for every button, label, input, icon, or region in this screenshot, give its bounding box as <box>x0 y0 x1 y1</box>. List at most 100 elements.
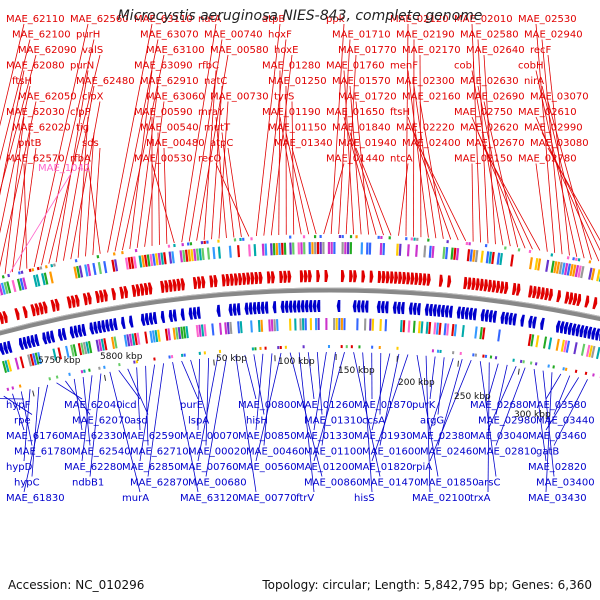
forward-gene-label: MAE_00580 <box>210 45 269 56</box>
reverse-label-leader <box>533 369 547 462</box>
feature-marker-inner <box>494 356 498 360</box>
feature-block-inner <box>417 321 421 334</box>
feature-marker-inner <box>378 345 381 350</box>
reverse-gene-arrow <box>296 300 301 313</box>
reverse-gene-arrow <box>77 324 83 337</box>
reverse-label-leader <box>263 353 273 446</box>
forward-gene-arrow <box>201 276 206 289</box>
forward-gene-label: hoxE <box>274 45 298 56</box>
forward-label-leader <box>535 163 548 252</box>
feature-marker-outer <box>189 242 193 246</box>
feature-block-inner <box>113 336 118 349</box>
feature-marker-outer <box>74 259 78 263</box>
forward-gene-label: MAE_62570 <box>6 154 65 165</box>
forward-label-leader <box>136 85 159 248</box>
forward-gene-label: rfbA <box>70 154 91 165</box>
feature-block-outer <box>19 278 25 291</box>
feature-block-inner <box>65 345 70 358</box>
feature-block-inner <box>180 326 184 339</box>
scale-tick-150: 150 kbp <box>338 366 375 376</box>
feature-block-outer <box>253 244 257 257</box>
forward-gene-arrow <box>54 298 60 312</box>
forward-gene-label: MAE_00730 <box>210 92 269 103</box>
feature-block-inner <box>77 343 83 356</box>
reverse-gene-arrow <box>396 301 401 314</box>
forward-gene-label: MAE_63100 <box>146 45 205 56</box>
forward-label-leader <box>0 70 25 196</box>
feature-block-inner <box>72 344 78 357</box>
reverse-gene-arrow <box>583 325 589 339</box>
forward-gene-label: MAE_01250 <box>268 76 327 87</box>
forward-label-leader <box>263 39 287 236</box>
feature-block-inner <box>369 318 372 331</box>
forward-gene-arrow <box>135 284 141 297</box>
feature-marker-inner <box>529 361 533 365</box>
forward-label-leader <box>413 85 437 239</box>
reverse-gene-label: MAE_62330 <box>64 431 123 442</box>
forward-gene-label: MAE_01770 <box>338 45 397 56</box>
feature-block-inner <box>309 318 313 331</box>
forward-gene-label: MAE_63060 <box>146 92 205 103</box>
scale-tick-200: 200 kbp <box>398 378 435 388</box>
forward-label-leader <box>413 39 415 237</box>
forward-gene-label: MAE_03070 <box>530 92 589 103</box>
feature-block-inner <box>340 318 343 331</box>
forward-label-leader <box>0 85 31 234</box>
forward-gene-arrow <box>463 276 468 290</box>
reverse-gene-arrow <box>364 300 369 313</box>
feature-block-inner <box>126 334 131 347</box>
forward-gene-arrow <box>340 270 345 283</box>
reverse-gene-label: MAE_03430 <box>528 493 587 504</box>
forward-gene-label: MAE_02150 <box>454 154 513 165</box>
reverse-gene-arrow <box>228 303 233 316</box>
feature-block-inner <box>37 351 42 365</box>
feature-marker-inner <box>340 345 343 349</box>
feature-block-inner <box>203 324 207 337</box>
reverse-label-leader <box>56 382 83 400</box>
forward-gene-arrow <box>14 308 20 321</box>
forward-gene-arrow <box>131 284 137 297</box>
feature-block-inner <box>384 319 388 332</box>
forward-gene-arrow <box>225 273 230 287</box>
feature-block-inner <box>85 341 90 354</box>
reverse-label-leader <box>429 358 454 431</box>
feature-marker-inner <box>18 384 22 388</box>
feature-block-inner <box>239 321 243 334</box>
forward-label-leader <box>471 70 504 246</box>
forward-gene-arrow <box>381 271 386 284</box>
forward-label-leader <box>407 116 452 240</box>
feature-marker-inner <box>198 351 201 355</box>
forward-label-leader <box>279 116 302 235</box>
forward-label-leader <box>55 70 89 263</box>
reverse-gene-arrow <box>571 323 577 336</box>
reverse-gene-arrow <box>356 300 361 313</box>
feature-block-inner <box>195 324 200 338</box>
forward-gene-arrow <box>568 292 574 305</box>
feature-block-inner <box>273 319 277 332</box>
forward-label-leader <box>85 132 95 257</box>
feature-block-outer <box>553 261 558 274</box>
reverse-label-leader <box>244 354 257 400</box>
reverse-gene-label: rpe <box>14 416 31 427</box>
reverse-label-leader <box>23 384 49 493</box>
feature-block-outer <box>360 242 364 255</box>
forward-gene-arrow <box>316 270 321 283</box>
feature-block-inner <box>224 322 228 335</box>
forward-gene-label: MAE_62020 <box>12 123 71 134</box>
feature-block-outer <box>588 267 593 280</box>
forward-gene-arrow <box>283 270 288 283</box>
feature-block-inner <box>573 342 578 355</box>
forward-gene-label: MAE_01150 <box>268 123 327 134</box>
reverse-gene-arrow <box>256 301 261 315</box>
forward-gene-arrow <box>540 287 545 300</box>
forward-label-leader <box>343 70 355 235</box>
forward-gene-label: clpX <box>82 92 104 103</box>
reverse-gene-arrow <box>316 300 321 313</box>
feature-marker-inner <box>254 347 257 351</box>
reverse-label-leader <box>205 356 228 477</box>
forward-gene-arrow <box>544 287 549 301</box>
feature-block-inner <box>276 319 279 332</box>
reverse-gene-arrow <box>264 301 269 314</box>
feature-block-inner <box>542 336 548 349</box>
forward-gene-arrow <box>196 276 202 289</box>
